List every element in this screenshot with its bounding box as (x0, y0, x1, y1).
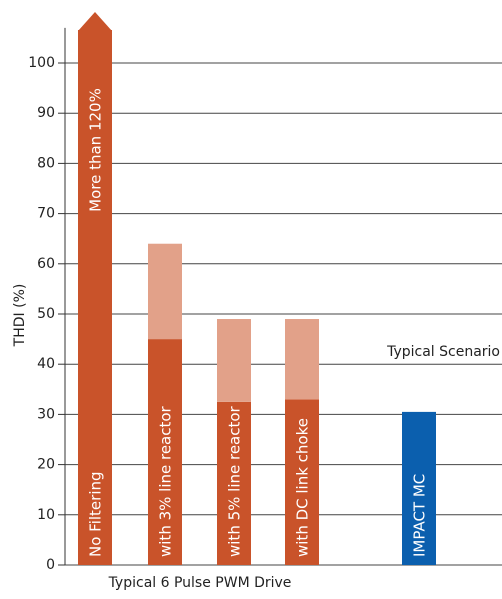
grid: 0 10 20 30 40 50 60 70 80 90 100 (28, 27, 502, 573)
x-axis-label: Typical 6 Pulse PWM Drive (108, 575, 292, 591)
y-tick-label: 100 (28, 55, 55, 71)
y-tick-label: 60 (37, 256, 55, 272)
y-tick-label: 20 (37, 457, 55, 473)
overflow-arrow (78, 12, 112, 31)
y-tick-label: 80 (37, 155, 55, 171)
bar-segment (148, 243, 182, 340)
bar-segment (148, 339, 182, 565)
y-tick-label: 10 (37, 507, 55, 523)
y-tick-label: 30 (37, 406, 55, 422)
category-label: with 5% line reactor (226, 405, 244, 557)
bar-segment (217, 319, 251, 402)
y-tick-label: 40 (37, 356, 55, 372)
y-tick-label: 90 (37, 105, 55, 121)
bar-segment (78, 30, 112, 566)
y-tick-label: 0 (46, 557, 55, 573)
bar-segment (285, 319, 319, 400)
y-tick-label: 70 (37, 206, 55, 222)
category-label: with DC link choke (294, 418, 312, 557)
category-label: with 3% line reactor (157, 405, 175, 557)
bars (78, 30, 436, 566)
bar-segment (402, 411, 436, 565)
overlay: No Filtering with 3% line reactor with 5% … (78, 12, 500, 557)
bar-segment (217, 401, 251, 565)
annotation: More than 120% (87, 88, 105, 212)
bar-segment (285, 399, 319, 565)
category-label: IMPACT MC (411, 474, 429, 557)
y-tick-label: 50 (37, 306, 55, 322)
category-label: No Filtering (87, 471, 105, 557)
annotation: Typical Scenario (386, 344, 500, 360)
y-axis-label: THDI (%) (12, 284, 28, 348)
